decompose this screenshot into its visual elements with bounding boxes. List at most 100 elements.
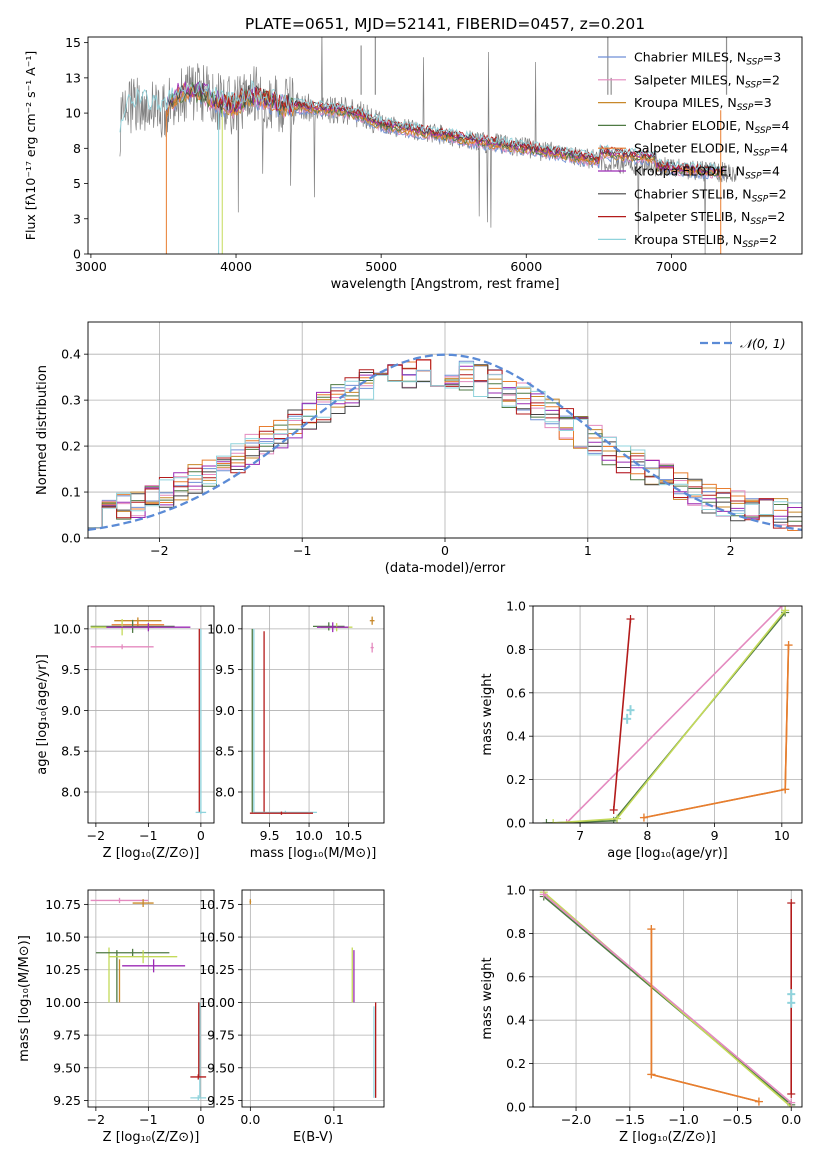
y-tick-label: 0.2	[61, 439, 81, 454]
y-axis-label: age [log₁₀(age/yr)]	[35, 654, 50, 775]
legend-entry: Chabrier ELODIE, NSSP=4	[634, 118, 789, 136]
y-tick-label: 10	[65, 106, 81, 121]
legend-entry: 𝒩(0, 1)	[740, 336, 786, 351]
y-tick-label: 8.0	[61, 785, 81, 800]
y-tick-label: 0.4	[61, 347, 81, 362]
series-line	[553, 609, 786, 823]
y-tick-label: 9.0	[215, 703, 235, 718]
axes-frame	[87, 36, 803, 255]
axes-frame	[241, 605, 385, 824]
y-tick-label: 10.0	[207, 621, 235, 636]
x-tick-label: 7000	[655, 259, 687, 274]
x-tick-label: 0	[197, 1112, 205, 1127]
legend-suffix: =2	[759, 232, 777, 247]
legend-entry: Kroupa STELIB, NSSP=2	[634, 232, 777, 250]
y-tick-label: 9.25	[53, 1093, 81, 1108]
y-tick-label: 0.2	[506, 772, 526, 787]
data-point	[132, 899, 154, 907]
legend-label: Chabrier MILES, N	[634, 50, 746, 65]
y-tick-label: 9.50	[53, 1060, 81, 1075]
legend-label: Chabrier STELIB, N	[634, 186, 752, 201]
series-marker	[787, 1089, 796, 1098]
legend-sub: SSP	[742, 240, 759, 250]
x-tick-label: 10.0	[295, 828, 323, 843]
data-point	[190, 1074, 207, 1080]
legend-suffix: =2	[768, 186, 786, 201]
legend-suffix: =3	[763, 50, 781, 65]
axes-frame	[532, 605, 803, 824]
y-tick-label: 10.00	[45, 995, 81, 1010]
x-axis-label: (data-model)/error	[385, 561, 506, 576]
x-tick-label: 0.0	[240, 1112, 260, 1127]
legend-suffix: =4	[762, 164, 780, 179]
legend-entry: Salpeter ELODIE, NSSP=4	[634, 141, 788, 159]
plot-area	[119, 37, 737, 254]
y-tick-label: 9.75	[53, 1028, 81, 1043]
plot-area	[249, 899, 377, 1098]
y-axis-label: mass weight	[480, 673, 495, 755]
x-tick-label: −1	[293, 543, 311, 558]
y-tick-label: 0.4	[506, 1013, 526, 1028]
chart-panel-4: 7 8 9 10 0.0 0.2 0.4 0.6 0.8 1.0 age [log₁₀(age/yr…	[480, 599, 803, 861]
x-tick-label: −1.0	[668, 1112, 698, 1127]
legend-entry: Kroupa MILES, NSSP=3	[634, 95, 772, 113]
chart-panel-1: −2 −1 0 1 2 0.0 0.1 0.2 0.3 0.4 (data-model)/error…	[35, 321, 803, 576]
y-tick-label: 9.0	[61, 703, 81, 718]
y-tick-label: 0.0	[506, 816, 526, 831]
x-axis-label: age [log₁₀(age/yr)]	[607, 846, 728, 861]
series-line	[566, 606, 783, 823]
legend: 𝒩(0, 1)	[700, 336, 786, 351]
axes-frame	[532, 889, 803, 1108]
x-tick-label: 0.0	[781, 1112, 801, 1127]
model-spectrum	[165, 84, 724, 179]
x-tick-label: 1	[584, 543, 592, 558]
x-tick-label: −2	[150, 543, 168, 558]
series-marker	[777, 606, 786, 610]
data-point	[316, 622, 349, 633]
data-point	[109, 950, 178, 964]
x-tick-label: 2	[727, 543, 735, 558]
axes-frame	[87, 321, 803, 539]
y-tick-label: 15	[65, 35, 81, 50]
data-point	[370, 642, 374, 653]
y-tick-label: 8.0	[215, 785, 235, 800]
x-tick-label: 9	[711, 828, 719, 843]
series-line	[650, 929, 760, 1103]
legend-label: Kroupa STELIB, N	[634, 232, 742, 247]
y-axis-label: Normed distribution	[35, 365, 50, 495]
series-line	[612, 618, 632, 811]
weight-marker	[787, 989, 796, 1000]
legend-suffix: =2	[767, 209, 785, 224]
chart-panel-5: −2 −1 0 9.25 9.50 9.75 10.00 10.25 10.50 10.75 Z […	[17, 889, 215, 1145]
plot-area	[539, 890, 796, 1107]
x-tick-label: −2	[87, 1112, 105, 1127]
legend-label: Salpeter ELODIE, N	[634, 141, 753, 156]
y-tick-label: 8.5	[215, 744, 235, 759]
legend-label: Chabrier ELODIE, N	[634, 118, 754, 133]
x-tick-label: −1	[139, 828, 157, 843]
x-axis-label: wavelength [Angstrom, rest frame]	[331, 277, 560, 292]
y-tick-label: 0.3	[61, 393, 81, 408]
legend-label: Salpeter STELIB, N	[634, 209, 750, 224]
legend-entry: Chabrier MILES, NSSP=3	[634, 50, 781, 68]
x-tick-label: −1.5	[615, 1112, 645, 1127]
y-tick-label: 0.2	[506, 1056, 526, 1071]
y-axis-label: mass weight	[480, 957, 495, 1039]
y-tick-label: 10.25	[199, 962, 235, 977]
legend-sub: SSP	[750, 217, 767, 227]
axes-frame	[87, 889, 215, 1108]
plot-area	[90, 897, 207, 1101]
plot-area	[88, 353, 802, 532]
residual-histogram	[88, 362, 802, 529]
x-tick-label: 7	[576, 828, 584, 843]
weight-marker	[787, 997, 796, 1008]
plot-area	[90, 617, 207, 815]
legend-label: Kroupa MILES, N	[634, 95, 737, 110]
data-point	[90, 897, 149, 904]
y-tick-label: 9.75	[207, 1028, 235, 1043]
data-point	[90, 644, 154, 650]
legend-suffix: =4	[771, 118, 789, 133]
x-tick-label: 10	[774, 828, 790, 843]
